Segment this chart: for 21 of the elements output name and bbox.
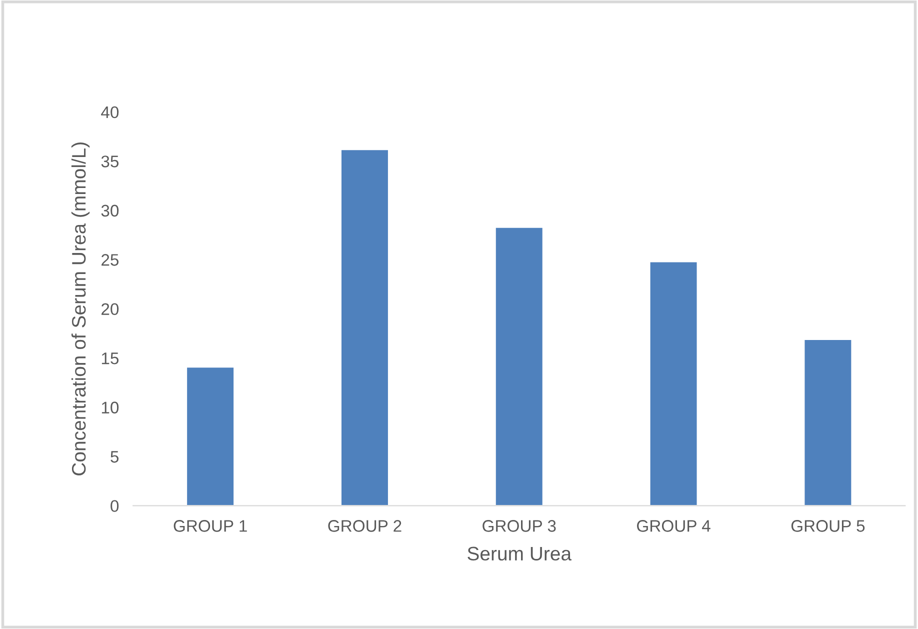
x-axis-title: Serum Urea <box>468 546 572 561</box>
y-tick-label: 15 <box>102 352 119 364</box>
x-tick-label: GROUP 2 <box>328 520 402 532</box>
y-tick-label: 20 <box>102 303 119 316</box>
y-tick-label: 10 <box>102 402 119 414</box>
x-tick-label: GROUP 3 <box>482 520 556 532</box>
bar <box>494 226 544 506</box>
x-tick-label: GROUP 4 <box>637 520 710 532</box>
x-tick-label: GROUP 1 <box>174 520 247 532</box>
y-tick-label: 35 <box>101 156 119 168</box>
bar <box>648 260 698 506</box>
y-tick-label: 5 <box>110 451 119 463</box>
bar <box>340 148 390 506</box>
y-tick-label: 30 <box>101 204 119 217</box>
y-axis-title: Concentration of Serum Urea (mmol/L) <box>71 142 90 476</box>
bar <box>186 366 235 506</box>
x-tick-label: GROUP 5 <box>791 520 865 532</box>
y-tick-label: 25 <box>102 254 119 266</box>
bar <box>803 338 853 506</box>
y-tick-label: 40 <box>101 106 119 118</box>
y-tick-label: 0 <box>110 500 119 512</box>
